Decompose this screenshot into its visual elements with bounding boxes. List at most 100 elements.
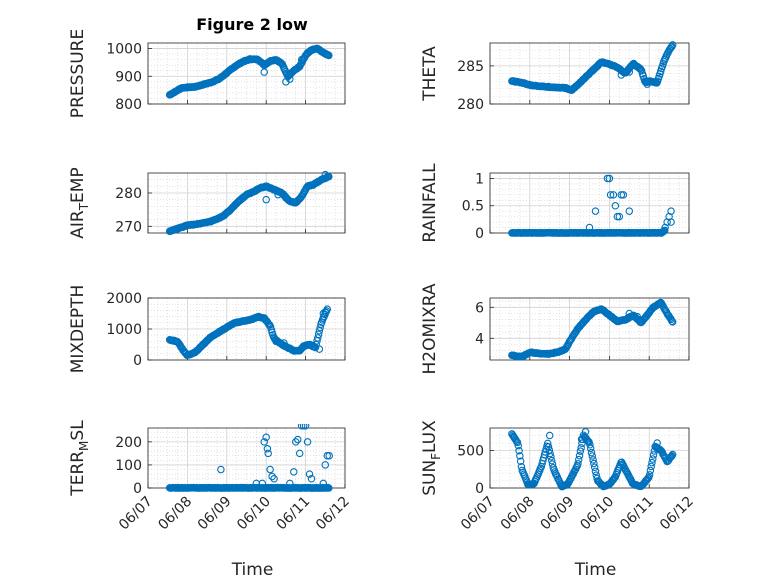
x-axis-label: Time <box>574 560 617 580</box>
data-point <box>315 326 324 335</box>
data-point <box>660 226 669 235</box>
axes-box <box>147 172 346 234</box>
data-point <box>305 470 314 478</box>
x-tick-label: 06/08 <box>498 494 538 534</box>
data-point <box>668 317 676 325</box>
data-point <box>667 207 675 215</box>
x-tick-label: 06/12 <box>657 494 697 534</box>
data-point <box>325 51 333 60</box>
data-point <box>315 345 324 353</box>
data-point <box>258 479 267 488</box>
figure-title: Figure 2 low <box>196 15 308 34</box>
data-point <box>603 174 612 183</box>
x-tick-label: 06/07 <box>116 494 156 534</box>
series-markers <box>165 424 333 492</box>
data-point <box>268 472 276 481</box>
data-point <box>270 475 278 483</box>
data-point <box>647 462 655 471</box>
data-point <box>575 455 583 464</box>
data-point <box>546 449 554 458</box>
data-point <box>644 474 652 482</box>
data-point <box>577 435 586 443</box>
data-point <box>543 439 552 448</box>
data-point <box>547 452 555 461</box>
x-tick-label: 06/07 <box>458 494 498 534</box>
data-point <box>295 449 304 458</box>
x-tick-label: 06/09 <box>195 494 235 534</box>
x-tick-label: 06/12 <box>313 494 353 534</box>
data-point <box>653 439 661 447</box>
y-tick-label: 285 <box>457 59 484 75</box>
data-point <box>314 334 322 342</box>
data-point <box>611 201 620 210</box>
data-point <box>586 441 594 449</box>
data-point <box>609 191 618 199</box>
data-point <box>625 207 634 215</box>
data-point <box>656 67 665 76</box>
axes-box <box>489 427 690 489</box>
data-point <box>659 228 667 236</box>
y-tick-label: 1 <box>475 171 484 187</box>
y-tick-label: 0 <box>475 481 484 497</box>
data-point <box>633 312 642 321</box>
data-point <box>262 433 270 441</box>
data-point <box>510 433 518 441</box>
data-point <box>260 438 268 446</box>
data-point <box>272 337 280 346</box>
data-point <box>668 41 677 49</box>
data-point <box>668 451 676 460</box>
axes-box <box>147 42 346 105</box>
y-tick-label: 6 <box>475 300 484 316</box>
data-point <box>280 339 288 347</box>
x-tick-label: 06/10 <box>234 494 274 534</box>
data-point <box>617 191 626 199</box>
y-axis-label: THETA <box>420 46 440 102</box>
data-point <box>274 190 282 199</box>
data-point <box>323 451 332 460</box>
data-point <box>316 323 324 332</box>
subplot-theta: 280 285 THETA <box>420 41 690 113</box>
data-point <box>656 446 665 455</box>
data-point <box>286 479 294 488</box>
data-point <box>547 456 556 465</box>
data-point <box>625 68 634 76</box>
y-axis-label: PRESSURE <box>68 29 88 118</box>
data-point <box>262 195 270 204</box>
data-point <box>637 65 645 74</box>
series-markers <box>508 427 677 491</box>
y-tick-label: 4 <box>475 331 484 347</box>
data-point <box>637 66 646 75</box>
y-tick-label: 100 <box>115 458 142 474</box>
data-point <box>545 446 554 454</box>
data-point <box>325 451 333 460</box>
y-tick-label: 270 <box>115 219 142 235</box>
data-point <box>291 438 300 446</box>
data-point <box>217 465 225 474</box>
data-point <box>263 445 272 453</box>
data-point <box>575 451 584 460</box>
data-point <box>321 461 330 469</box>
data-point <box>303 438 312 446</box>
subplot-pressure: 800 900 1000 PRESSURE <box>68 29 346 118</box>
subplot-air_temp: 270 280 AIRTEMP <box>68 167 346 239</box>
x-axis-label: Time <box>231 560 274 580</box>
data-point <box>513 438 522 447</box>
data-point <box>590 459 598 468</box>
y-axis-label: TERRMSL <box>68 420 91 497</box>
data-point <box>661 223 669 232</box>
data-point <box>297 55 306 64</box>
x-tick-label: 06/08 <box>155 494 195 534</box>
x-tick-label: 06/10 <box>577 494 617 534</box>
x-tick-label: 06/11 <box>274 494 314 534</box>
data-point <box>266 465 274 474</box>
data-point <box>591 467 600 476</box>
data-point <box>643 80 651 88</box>
data-point <box>311 343 320 352</box>
data-point <box>319 479 328 488</box>
axes-box <box>489 297 690 361</box>
y-tick-label: 1000 <box>106 322 142 338</box>
data-point <box>667 452 675 461</box>
data-point <box>581 427 590 436</box>
data-point <box>645 471 654 479</box>
